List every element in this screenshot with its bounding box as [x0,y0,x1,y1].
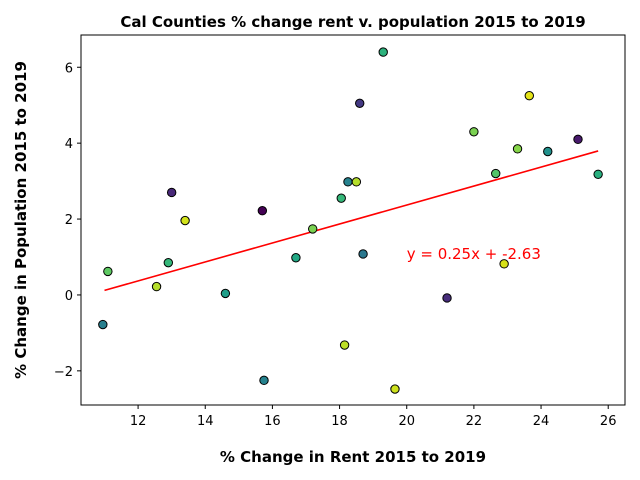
regression-equation-label: y = 0.25x + -2.63 [407,245,541,263]
y-tick-label: 6 [65,61,73,76]
data-point [257,206,268,216]
data-point [151,281,162,292]
data-point [163,257,174,268]
data-point [378,47,388,57]
data-point [358,249,368,259]
data-point [166,187,177,198]
data-point [512,144,523,154]
x-tick-label: 16 [264,414,281,429]
data-point [390,384,400,394]
x-tick-label: 12 [130,414,147,429]
y-axis-label: % Change in Population 2015 to 2019 [12,61,30,379]
data-point [336,193,346,203]
data-point [499,259,509,269]
x-axis-ticks: 12 14 16 18 20 22 24 26 [130,405,617,429]
regression-layer [104,150,599,292]
data-point [351,177,362,187]
data-point [103,266,113,277]
x-tick-label: 14 [197,414,214,429]
x-axis-label: % Change in Rent 2015 to 2019 [220,448,486,466]
plot-frame [80,34,626,406]
chart-title: Cal Counties % change rent v. population… [120,13,585,31]
data-point [469,127,479,137]
data-point [573,134,583,145]
regression-line [104,150,599,292]
data-point [308,224,318,234]
x-tick-label: 24 [533,414,550,429]
data-point [543,146,553,157]
data-point [442,293,452,303]
data-point [491,168,501,179]
data-point [343,177,353,187]
y-axis-ticks: −2 0 2 4 6 [54,61,81,380]
y-tick-label: 0 [65,289,73,304]
data-point [291,253,301,263]
data-point [180,215,190,226]
y-tick-label: 2 [65,213,73,228]
data-points [98,47,603,394]
data-point [259,375,269,386]
y-tick-label: −2 [54,365,73,380]
x-tick-label: 20 [398,414,415,429]
data-point [98,319,108,330]
data-point [355,98,365,109]
data-point [339,340,350,350]
x-tick-label: 18 [331,414,348,429]
y-tick-label: 4 [65,137,73,152]
data-point [220,288,231,299]
x-tick-label: 26 [600,414,617,429]
data-point [524,91,534,101]
data-point [593,169,603,179]
x-tick-label: 22 [466,414,483,429]
